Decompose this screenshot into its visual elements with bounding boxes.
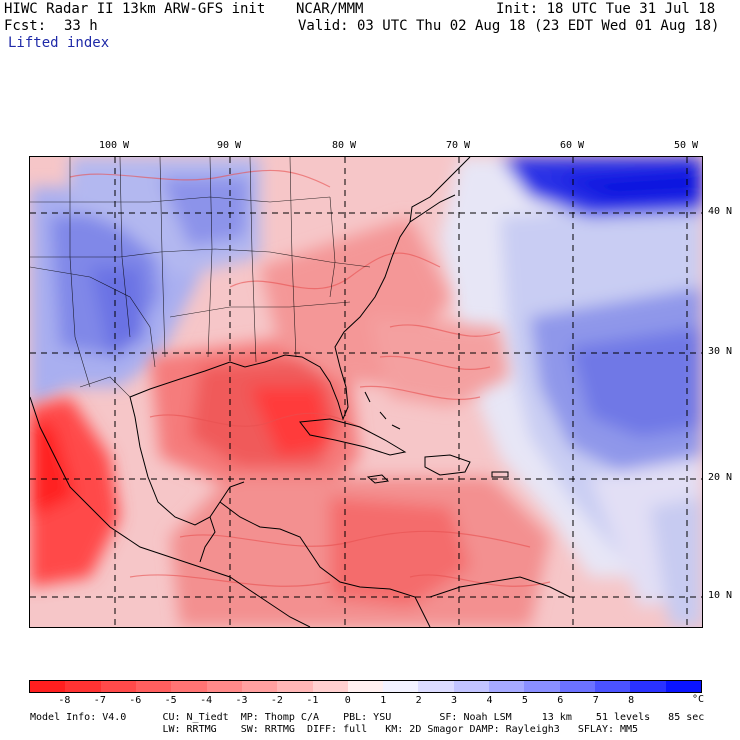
colorbar-tick-label: 0 xyxy=(344,695,351,706)
colorbar-segment xyxy=(171,681,207,692)
lat-label-20n: 20 N xyxy=(708,472,733,483)
forecast-hour: 33 h xyxy=(64,18,98,34)
colorbar-tick-label: 3 xyxy=(451,695,458,706)
lat-label-10n: 10 N xyxy=(708,590,733,601)
model-info-line2: LW: RRTMG SW: RRTMG DIFF: full KM: 2D Sm… xyxy=(30,724,639,735)
colorbar-tick-label: -3 xyxy=(235,695,248,706)
colorbar-segment xyxy=(453,681,490,692)
colorbar-segment xyxy=(277,681,313,692)
colorbar-segment xyxy=(135,681,172,692)
colorbar-tick-label: 5 xyxy=(521,695,528,706)
colorbar xyxy=(29,680,702,693)
colorbar-segment xyxy=(630,681,666,692)
lifted-index-map xyxy=(29,156,703,628)
lon-label-100w: 100 W xyxy=(98,140,130,151)
unstable-air-regions xyxy=(30,217,550,627)
agency-label: NCAR/MMM xyxy=(296,1,364,17)
colorbar-segment xyxy=(418,681,454,692)
lat-label-30n: 30 N xyxy=(708,346,733,357)
colorbar-segment xyxy=(347,681,384,692)
lon-label-60w: 60 W xyxy=(559,140,585,151)
model-info-line1: Model Info: V4.0 CU: N_Tiedt MP: Thomp C… xyxy=(30,712,705,723)
lat-lon-grid xyxy=(30,157,702,627)
colorbar-tick-label: -2 xyxy=(270,695,283,706)
colorbar-segment xyxy=(595,681,631,692)
colorbar-segment xyxy=(30,681,66,692)
colorbar-tick-label: 1 xyxy=(380,695,387,706)
colorbar-tick-label: 4 xyxy=(486,695,493,706)
colorbar-unit: °C xyxy=(692,694,705,705)
field-name: Lifted index xyxy=(8,35,110,51)
lon-label-80w: 80 W xyxy=(331,140,357,151)
colorbar-segment xyxy=(241,681,278,692)
valid-time: Valid: 03 UTC Thu 02 Aug 18 (23 EDT Wed … xyxy=(298,18,720,34)
colorbar-tick-label: -8 xyxy=(58,695,71,706)
colorbar-tick-label: 2 xyxy=(415,695,422,706)
model-title: HIWC Radar II 13km ARW-GFS init xyxy=(4,1,266,17)
colorbar-segment xyxy=(524,681,560,692)
colorbar-tick-label: 6 xyxy=(557,695,564,706)
stable-air-regions xyxy=(30,157,702,627)
political-borders xyxy=(30,157,371,398)
colorbar-tick-label: -7 xyxy=(93,695,106,706)
colorbar-tick-label: -5 xyxy=(164,695,177,706)
colorbar-tick-label: 7 xyxy=(592,695,599,706)
colorbar-segment xyxy=(383,681,419,692)
colorbar-tick-label: 8 xyxy=(628,695,635,706)
colorbar-tick-label: -6 xyxy=(129,695,142,706)
colorbar-tick-label: -1 xyxy=(306,695,319,706)
colorbar-segment xyxy=(489,681,525,692)
colorbar-segment xyxy=(65,681,101,692)
init-time: Init: 18 UTC Tue 31 Jul 18 xyxy=(496,1,716,17)
colorbar-segment xyxy=(559,681,595,692)
map-canvas xyxy=(30,157,702,627)
colorbar-segment xyxy=(312,681,348,692)
lon-label-50w: 50 W xyxy=(673,140,699,151)
colorbar-segment xyxy=(665,681,701,692)
forecast-label: Fcst: xyxy=(4,18,47,34)
li-contours xyxy=(69,169,551,587)
colorbar-segment xyxy=(100,681,136,692)
lon-label-90w: 90 W xyxy=(216,140,242,151)
colorbar-segment xyxy=(206,681,242,692)
colorbar-tick-label: -4 xyxy=(200,695,213,706)
lat-label-40n: 40 N xyxy=(708,206,733,217)
lon-label-70w: 70 W xyxy=(445,140,471,151)
